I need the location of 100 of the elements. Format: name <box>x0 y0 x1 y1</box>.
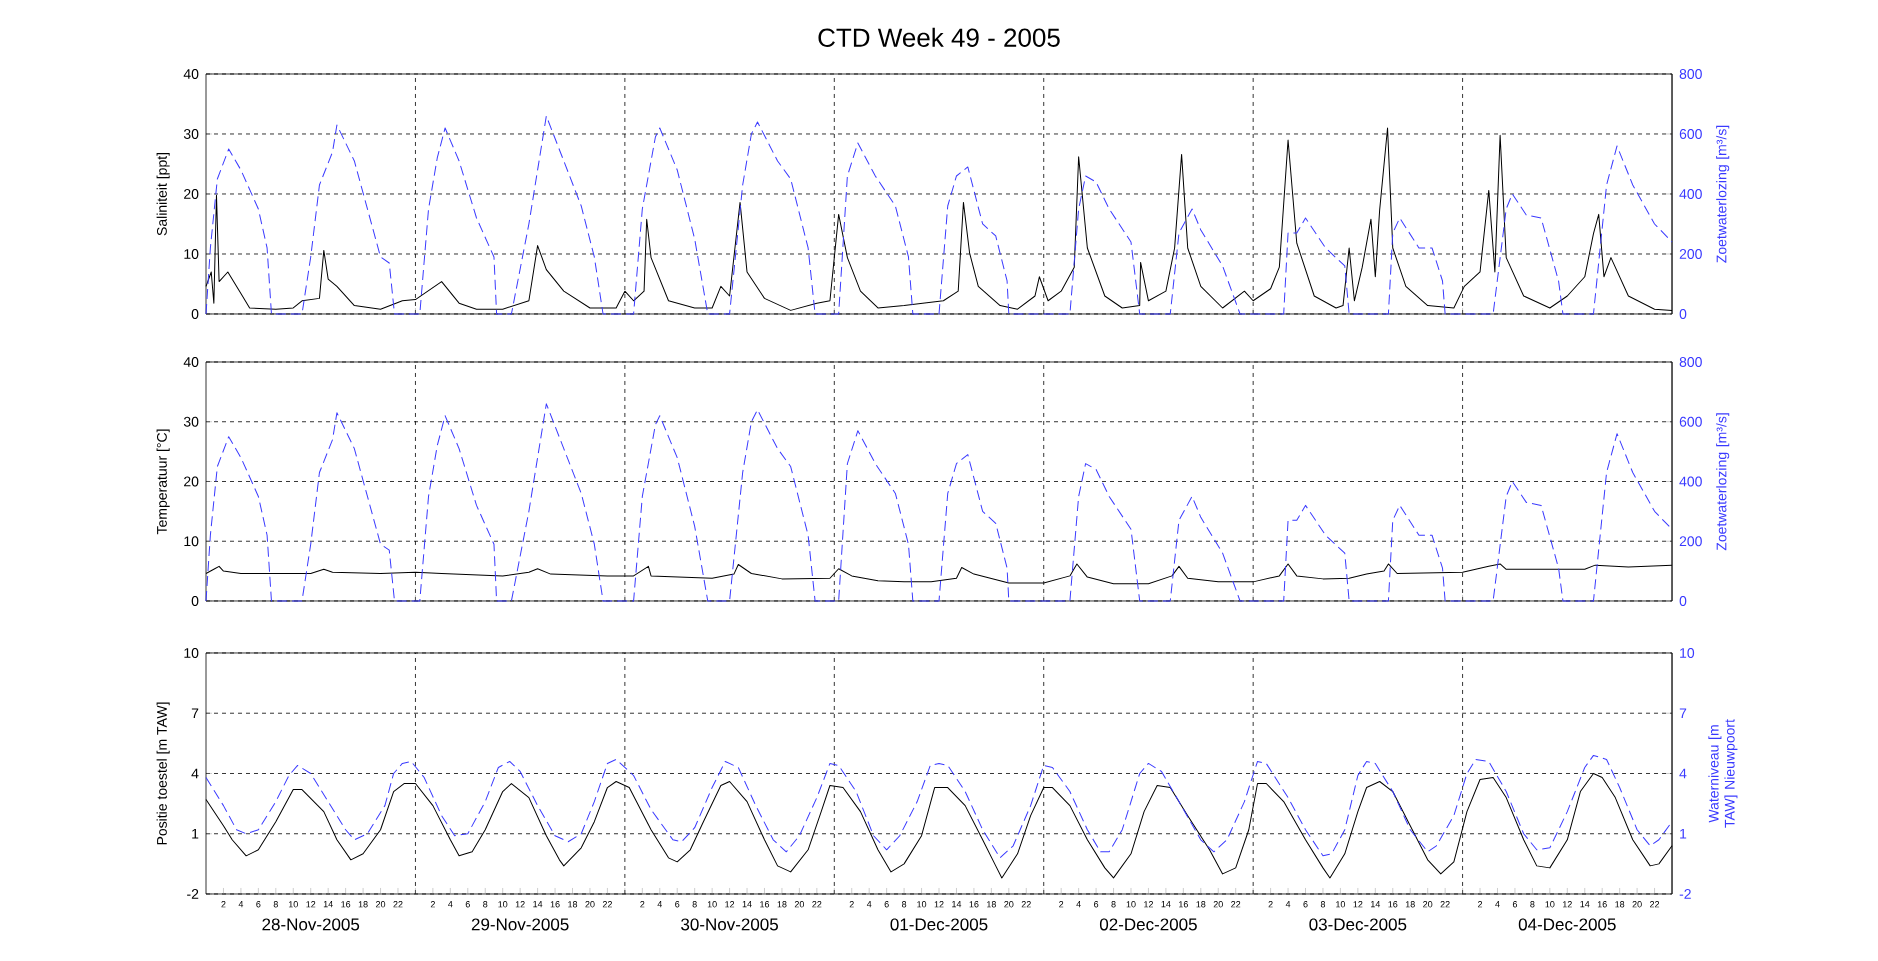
x-tick-label: 20 <box>1423 901 1433 908</box>
x-tick-label: 2 <box>430 901 435 908</box>
x-tick-label: 20 <box>1632 901 1642 908</box>
x-tick-label: 10 <box>1336 901 1346 908</box>
x-tick-label: 14 <box>323 901 333 908</box>
y2-tick-label: 4 <box>1679 768 1687 779</box>
y2-tick-label: 800 <box>1679 357 1702 367</box>
x-tick-label: 6 <box>465 901 470 908</box>
x-tick-label: 2 <box>640 901 645 908</box>
x-tick-label: 16 <box>1597 901 1607 908</box>
y2-axis-title: Zoetwaterlozing [m³/s] <box>1716 413 1730 551</box>
x-tick-label: 22 <box>393 901 403 908</box>
y2-tick-label: 1 <box>1680 828 1687 839</box>
x-tick-label: 16 <box>550 901 560 908</box>
x-tick-label: 22 <box>602 901 612 908</box>
x-tick-label: 2 <box>1477 901 1483 908</box>
x-tick-label: 8 <box>483 901 488 908</box>
y2-tick-label: 7 <box>1679 708 1687 719</box>
y-tick-label: 10 <box>184 536 199 547</box>
x-tick-label: 2 <box>221 901 226 908</box>
x-tick-label: 16 <box>1388 901 1398 908</box>
x-tick-label: 16 <box>760 901 770 908</box>
x-tick-label: 14 <box>1161 901 1171 908</box>
y2-tick-label: 200 <box>1679 536 1702 547</box>
x-tick-label: 16 <box>1179 901 1188 908</box>
y-axis-title: Saliniteit [ppt] <box>156 152 170 236</box>
x-tick-label: 22 <box>812 901 822 908</box>
x-tick-label: 16 <box>969 901 979 908</box>
chart-title: CTD Week 49 - 2005 <box>818 27 1060 47</box>
y-tick-label: 20 <box>184 476 199 487</box>
x-tick-label: 12 <box>306 901 316 908</box>
x-tick-label: 12 <box>1562 901 1572 908</box>
x-tick-label: 10 <box>1545 901 1555 908</box>
y2-axis-title: Waterniveau [m TAW] Nieuwpoort <box>1708 719 1738 828</box>
x-tick-label: 8 <box>1530 901 1535 908</box>
x-tick-label: 12 <box>934 901 944 908</box>
x-tick-label: 6 <box>884 901 889 908</box>
x-tick-label: 20 <box>375 901 386 908</box>
x-tick-label: 12 <box>1353 901 1363 908</box>
text: 28-Nov-2005 <box>262 918 360 931</box>
x-tick-label: 12 <box>725 901 735 908</box>
x-tick-label: 14 <box>533 901 543 908</box>
y2-axis-title: Zoetwaterlozing [m³/s] <box>1716 125 1730 263</box>
x-tick-label: 12 <box>515 901 525 908</box>
x-tick-label: 10 <box>1126 901 1136 908</box>
text: 30-Nov-2005 <box>681 918 778 931</box>
x-tick-label: 20 <box>585 901 595 908</box>
x-tick-label: 10 <box>917 901 927 908</box>
text: 01-Dec-2005 <box>890 918 988 931</box>
x-tick-label: 8 <box>901 901 907 908</box>
x-tick-label: 6 <box>675 901 680 908</box>
y-tick-label: 10 <box>184 249 199 259</box>
y-tick-label: -2 <box>187 889 199 899</box>
x-tick-label: 18 <box>1196 901 1206 908</box>
y-tick-label: 30 <box>183 416 199 427</box>
x-tick-label: 14 <box>1580 901 1590 908</box>
x-tick-label: 10 <box>707 901 717 908</box>
x-tick-label: 14 <box>742 901 752 908</box>
text: 29-Nov-2005 <box>471 918 569 931</box>
y2-tick-label: 10 <box>1680 648 1695 658</box>
y2-tick-label: 0 <box>1679 309 1687 319</box>
x-tick-label: 14 <box>952 901 962 908</box>
text: 02-Dec-2005 <box>1099 918 1197 931</box>
text: 04-Dec-2005 <box>1518 918 1616 931</box>
x-tick-label: 8 <box>692 901 697 908</box>
y2-tick-label: 600 <box>1679 416 1702 427</box>
y2-tick-label: -2 <box>1679 889 1691 899</box>
x-tick-label: 4 <box>1495 901 1500 908</box>
y2-tick-label: 800 <box>1679 69 1702 79</box>
x-tick-label: 22 <box>1650 901 1660 908</box>
y2-tick-label: 200 <box>1679 249 1702 259</box>
line-series <box>205 754 1673 859</box>
x-tick-label: 20 <box>1213 901 1223 908</box>
x-tick-label: 18 <box>1405 901 1415 908</box>
x-tick-label: 2 <box>849 901 854 908</box>
x-tick-label: 2 <box>1059 901 1064 908</box>
x-tick-label: 6 <box>256 901 261 908</box>
x-tick-label: 6 <box>1512 901 1518 908</box>
x-tick-label: 18 <box>358 901 368 908</box>
y-tick-label: 40 <box>183 69 199 79</box>
x-tick-label: 20 <box>1004 901 1014 908</box>
x-tick-label: 2 <box>1268 901 1273 908</box>
y-tick-label: 40 <box>183 357 199 367</box>
x-tick-label: 18 <box>568 901 578 908</box>
x-tick-label: 6 <box>1094 901 1099 908</box>
y-tick-label: 4 <box>191 768 199 779</box>
y2-tick-label: 400 <box>1679 189 1702 199</box>
x-tick-label: 8 <box>1111 901 1116 908</box>
x-tick-label: 14 <box>1371 901 1381 908</box>
x-tick-label: 4 <box>1076 901 1081 908</box>
x-tick-label: 4 <box>866 901 872 908</box>
x-tick-label: 4 <box>657 901 663 908</box>
x-tick-label: 22 <box>1021 901 1031 908</box>
y-axis-title: Positie toestel [m TAW] <box>156 702 170 845</box>
y-tick-label: 30 <box>183 129 199 139</box>
x-tick-label: 16 <box>341 901 351 908</box>
x-tick-label: 18 <box>1615 901 1625 908</box>
x-tick-label: 4 <box>1285 901 1291 908</box>
x-tick-label: 20 <box>794 901 805 908</box>
y-tick-label: 0 <box>191 596 199 606</box>
